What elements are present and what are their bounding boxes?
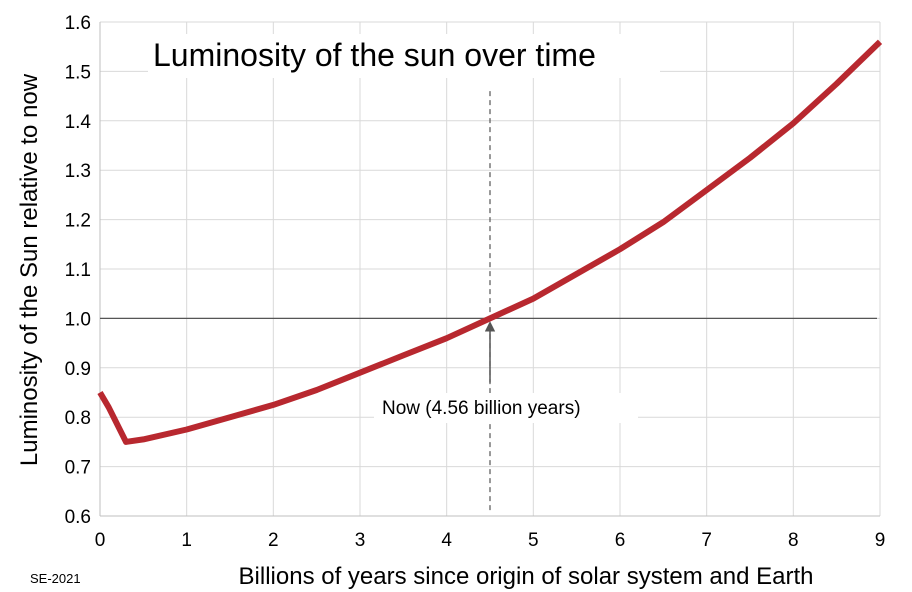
y-tick-label: 1.4 [65, 112, 92, 133]
x-tick-label: 7 [701, 530, 712, 551]
y-tick-label: 0.9 [65, 359, 91, 380]
x-tick-label: 5 [528, 530, 539, 551]
x-tick-label: 8 [788, 530, 799, 551]
title-background [148, 34, 660, 78]
x-tick-label: 4 [441, 530, 452, 551]
luminosity-series-line [97, 39, 883, 445]
y-tick-label: 0.7 [65, 458, 91, 479]
y-tick-label: 1.3 [65, 161, 91, 182]
y-tick-label: 1.5 [65, 62, 91, 83]
y-tick-label: 0.8 [65, 408, 91, 429]
x-tick-label: 0 [95, 530, 106, 551]
y-tick-label: 0.6 [65, 507, 91, 528]
series-layer [97, 39, 883, 445]
y-tick-label: 1.2 [65, 211, 91, 232]
y-tick-label: 1.6 [65, 13, 91, 34]
x-tick-label: 2 [268, 530, 279, 551]
reference-lines [100, 91, 877, 512]
annotation-background [374, 393, 638, 423]
x-tick-label: 9 [875, 530, 886, 551]
now-annotation: Now (4.56 billion years) [382, 398, 581, 419]
chart-title: Luminosity of the sun over time [153, 37, 596, 73]
credit-label: SE-2021 [30, 571, 81, 586]
y-tick-label: 1.1 [65, 260, 91, 281]
axes [99, 22, 880, 517]
y-axis-title: Luminosity of the Sun relative to now [16, 73, 43, 466]
y-tick-label: 1.0 [65, 309, 91, 330]
x-axis-title: Billions of years since origin of solar … [239, 563, 814, 590]
x-tick-label: 1 [181, 530, 192, 551]
x-tick-label: 6 [615, 530, 626, 551]
tick-labels: 0 1 2 3 4 5 6 7 8 9 0.6 0.7 0.8 0.9 1.0 1.1 1.2 1.3 1.4 1.5… [65, 13, 886, 551]
x-tick-label: 3 [355, 530, 366, 551]
